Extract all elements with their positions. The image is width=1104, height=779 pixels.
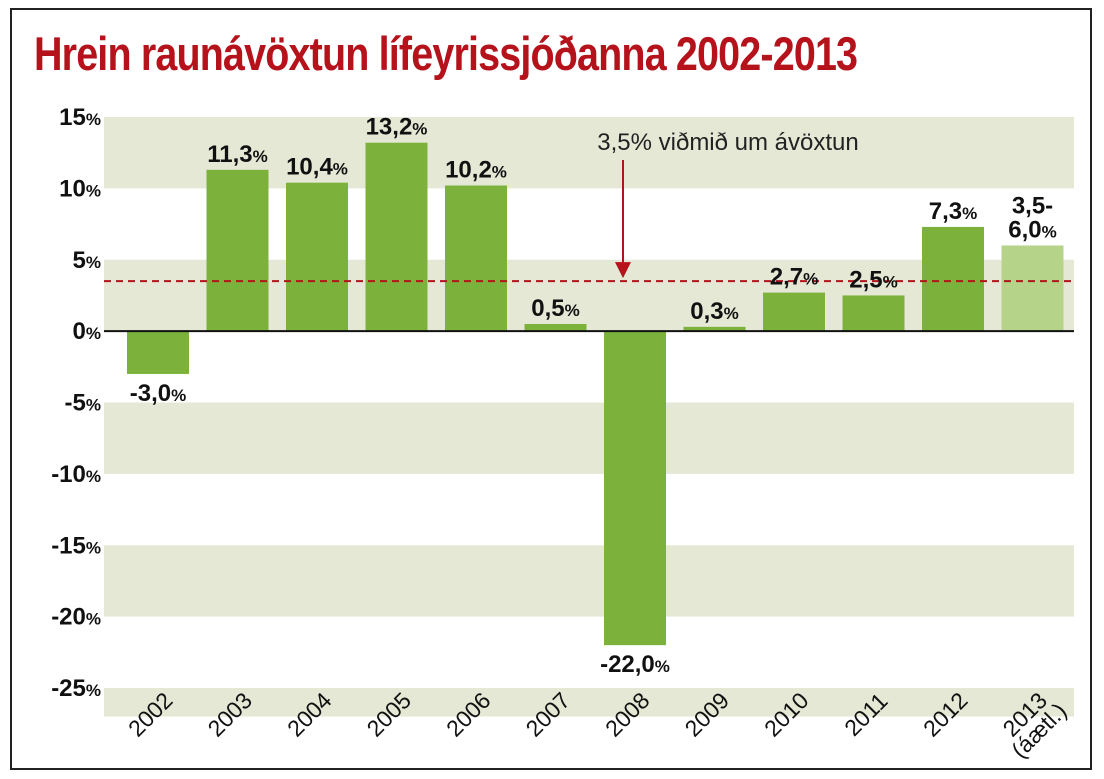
data-label-2009: 0,3% [690,298,739,325]
reference-line-group: 3,5% viðmið um ávöxtun [104,129,1074,283]
data-label-line: 0,5 [531,295,564,322]
y-tick-label: 15% [59,104,101,131]
y-tick-label: -10% [51,461,101,488]
data-label-2003: 11,3% [207,141,268,168]
data-label-line: -3,0 [130,380,171,407]
data-label-line: 11,3 [207,141,252,168]
y-tick-label: -25% [51,675,101,702]
data-label-line: 3,5- [1012,192,1053,219]
data-label-line: 2,7 [770,264,803,291]
y-axis-ticks: 15% 10% 5% 0% -5% -10% -15% -20% -25% [51,104,101,702]
data-label-percent: % [565,301,580,320]
y-tick-label: -5% [65,390,101,417]
data-label-2006: 10,2% [445,157,507,184]
data-label-2011: 2,5% [849,266,898,293]
data-label-percent: % [492,163,507,182]
data-label-line: 0,3 [690,298,723,325]
bar-2010 [763,292,825,332]
y-tick-percent: % [86,181,101,200]
y-tick-percent: % [86,467,101,486]
data-label-2004: 10,4% [286,154,348,181]
data-label-percent: % [883,272,898,291]
data-label-line: 13,2 [366,114,413,141]
chart-title: Hrein raunávöxtun lífeyrissjóðanna 2002-… [34,27,858,80]
y-tick-percent: % [86,396,101,415]
bar-2012 [922,226,984,332]
data-label-line: -22,0 [600,651,655,678]
reference-arrow-head [615,262,631,279]
data-label-line: 6,0 [1008,216,1041,243]
data-label-line: 10,2 [445,157,492,184]
y-tick-label: 5% [73,247,101,274]
y-tick-percent: % [86,110,101,129]
bars [127,142,1064,646]
bar-2009 [683,326,746,332]
data-label-2005: 13,2% [366,114,428,141]
data-label-percent: % [171,386,186,405]
y-tick-label: -20% [51,604,101,631]
grid-band-4 [104,688,1074,717]
y-tick-label: 0% [73,318,101,345]
y-tick-percent: % [86,681,101,700]
data-label-2012: 7,3% [929,198,978,225]
data-label-percent: % [724,304,739,323]
bar-2011 [842,295,905,332]
data-label-2010: 2,7% [770,264,819,291]
data-label-2007: 0,5% [531,295,580,322]
grid-band-3 [104,545,1074,617]
data-label-2008: -22,0% [600,651,670,678]
data-label-percent: % [803,270,818,289]
bar-2003 [206,169,269,332]
y-tick-label: 10% [59,175,101,202]
data-label-2002: -3,0% [130,380,186,407]
y-tick-percent: % [86,610,101,629]
grid-band-2 [104,402,1074,474]
data-label-percent: % [253,147,268,166]
reference-line-label: 3,5% viðmið um ávöxtun [597,129,858,156]
bar-2008 [604,331,666,646]
bar-2006 [445,185,507,332]
bar-2005 [365,142,428,332]
data-label-percent: % [655,657,670,676]
data-label-percent: % [412,120,427,139]
y-tick-percent: % [86,253,101,272]
data-label-percent: % [333,160,348,179]
data-label-percent: % [1042,222,1057,241]
y-tick-label: -15% [51,532,101,559]
data-label-line: 2,5 [849,266,882,293]
y-tick-percent: % [86,538,101,557]
bar-2007 [524,323,587,332]
bar-2004 [286,182,348,332]
data-label-2013: 3,5-6,0% [1008,192,1057,243]
bar-2013 [1001,245,1064,332]
y-tick-percent: % [86,324,101,343]
bar-2002 [127,331,189,374]
data-labels: -3,0%11,3% 10,4%13,2%10,2%0,5%-22,0%0,3%2… [130,114,1057,678]
data-label-percent: % [962,204,977,223]
data-label-line: 10,4 [286,154,333,181]
data-label-line: 7,3 [929,198,962,225]
